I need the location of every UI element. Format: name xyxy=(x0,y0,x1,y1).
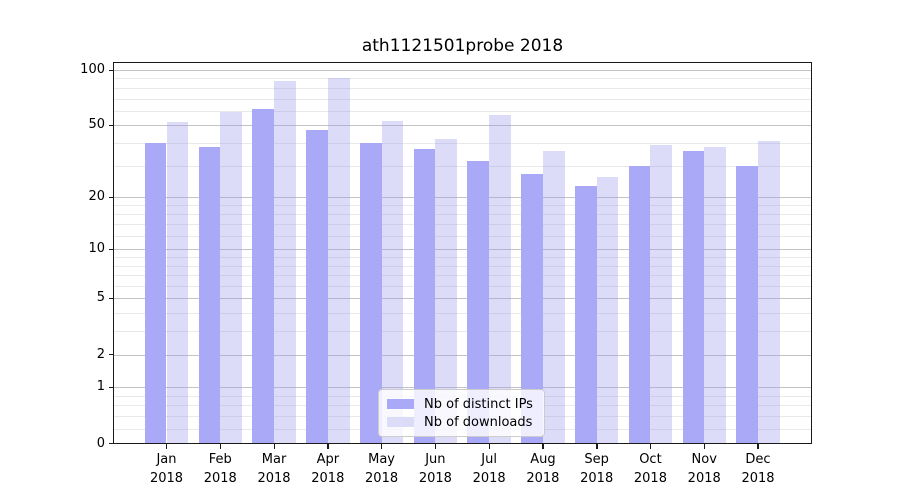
y-tick-label: 1 xyxy=(96,379,105,395)
gridline-major xyxy=(114,125,811,127)
chart-title: ath1121501probe 2018 xyxy=(361,36,564,56)
bar-downloads-jun xyxy=(435,139,458,444)
x-tick xyxy=(488,444,491,449)
bar-distinct-ips-dec xyxy=(736,165,758,444)
y-tick xyxy=(109,124,113,127)
bar-distinct-ips-sep xyxy=(574,186,597,444)
y-tick xyxy=(109,443,113,445)
x-tick-label: Apr 2018 xyxy=(311,452,345,486)
gridline-major xyxy=(114,387,811,389)
y-tick xyxy=(109,297,113,300)
bar-distinct-ips-jan xyxy=(144,142,167,444)
x-tick xyxy=(381,444,383,449)
x-tick xyxy=(703,444,706,449)
bar-downloads-sep xyxy=(596,176,619,444)
legend-entry-distinct-ips: Nb of distinct IPs xyxy=(387,397,544,412)
legend-entry-downloads: Nb of downloads xyxy=(387,415,544,430)
gridline-minor xyxy=(114,165,811,167)
bar-downloads-jul xyxy=(489,114,511,444)
bar-distinct-ips-aug xyxy=(521,173,543,444)
x-tick-label: Sep 2018 xyxy=(580,452,614,486)
bar-distinct-ips-feb xyxy=(198,147,221,444)
bar-downloads-may xyxy=(381,120,404,444)
gridline-major xyxy=(114,197,811,199)
x-tick-label: Aug 2018 xyxy=(526,452,560,486)
gridline-minor xyxy=(114,78,811,80)
gridline-major xyxy=(114,298,811,300)
bar-downloads-nov xyxy=(704,147,726,444)
x-tick xyxy=(596,444,598,449)
gridline-minor xyxy=(114,313,811,315)
legend-swatch-distinct-ips xyxy=(387,399,414,409)
gridline-minor xyxy=(114,87,811,89)
legend-label-downloads: Nb of downloads xyxy=(424,414,533,430)
gridline-minor xyxy=(114,331,811,333)
bar-distinct-ips-nov xyxy=(682,151,705,444)
y-tick xyxy=(109,196,113,198)
x-tick-label: May 2018 xyxy=(365,452,399,486)
x-tick xyxy=(434,444,437,449)
x-tick-label: Jun 2018 xyxy=(418,452,452,486)
gridline-minor xyxy=(114,142,811,144)
gridline-minor xyxy=(114,235,811,237)
x-tick-label: Feb 2018 xyxy=(203,452,237,486)
y-tick xyxy=(109,69,113,71)
x-tick-label: Dec 2018 xyxy=(741,452,775,486)
y-tick xyxy=(109,386,113,389)
y-tick-label: 100 xyxy=(80,62,105,77)
gridline-minor xyxy=(114,286,811,288)
x-tick xyxy=(166,444,168,449)
bar-downloads-apr xyxy=(327,77,350,444)
x-tick xyxy=(542,444,544,449)
y-tick-label: 2 xyxy=(96,346,105,362)
x-tick-label: Jan 2018 xyxy=(149,452,184,486)
bar-downloads-dec xyxy=(757,141,780,444)
bar-distinct-ips-apr xyxy=(306,130,328,444)
gridline-major xyxy=(114,70,811,71)
x-tick-label: Jul 2018 xyxy=(472,452,506,486)
x-tick xyxy=(757,444,759,449)
x-tick-label: Oct 2018 xyxy=(633,452,667,486)
legend: Nb of distinct IPs Nb of downloads xyxy=(378,389,545,437)
y-tick xyxy=(109,354,113,356)
x-tick xyxy=(327,444,329,449)
x-tick-label: Mar 2018 xyxy=(257,452,291,486)
legend-swatch-downloads xyxy=(387,417,414,427)
x-tick xyxy=(273,444,275,449)
x-tick xyxy=(649,444,652,449)
gridline-minor xyxy=(114,224,811,226)
x-tick-label: Nov 2018 xyxy=(687,452,721,486)
bar-downloads-mar xyxy=(274,81,296,444)
y-tick-label: 5 xyxy=(96,290,105,306)
y-tick-label: 0 xyxy=(96,435,105,451)
bar-downloads-jan xyxy=(166,122,189,444)
legend-label-distinct-ips: Nb of distinct IPs xyxy=(424,396,533,412)
y-tick-label: 10 xyxy=(88,241,105,257)
bar-distinct-ips-jun xyxy=(413,149,436,444)
bar-distinct-ips-mar xyxy=(252,109,275,444)
bar-distinct-ips-oct xyxy=(628,165,651,444)
bar-downloads-feb xyxy=(220,112,242,444)
gridline-minor xyxy=(114,110,811,112)
gridline-major xyxy=(114,354,811,356)
bar-downloads-oct xyxy=(650,144,673,444)
gridline-minor xyxy=(114,265,811,267)
bar-distinct-ips-may xyxy=(359,142,382,444)
x-tick xyxy=(219,444,222,449)
gridline-minor xyxy=(114,205,811,207)
gridline-minor xyxy=(114,214,811,216)
y-tick xyxy=(109,248,113,251)
bar-distinct-ips-jul xyxy=(467,160,490,444)
gridline-minor xyxy=(114,275,811,277)
y-tick-label: 50 xyxy=(88,117,105,133)
y-tick-label: 20 xyxy=(88,189,105,205)
gridline-minor xyxy=(114,257,811,259)
gridline-major xyxy=(114,249,811,251)
gridline-minor xyxy=(114,98,811,100)
bar-downloads-aug xyxy=(542,151,565,444)
